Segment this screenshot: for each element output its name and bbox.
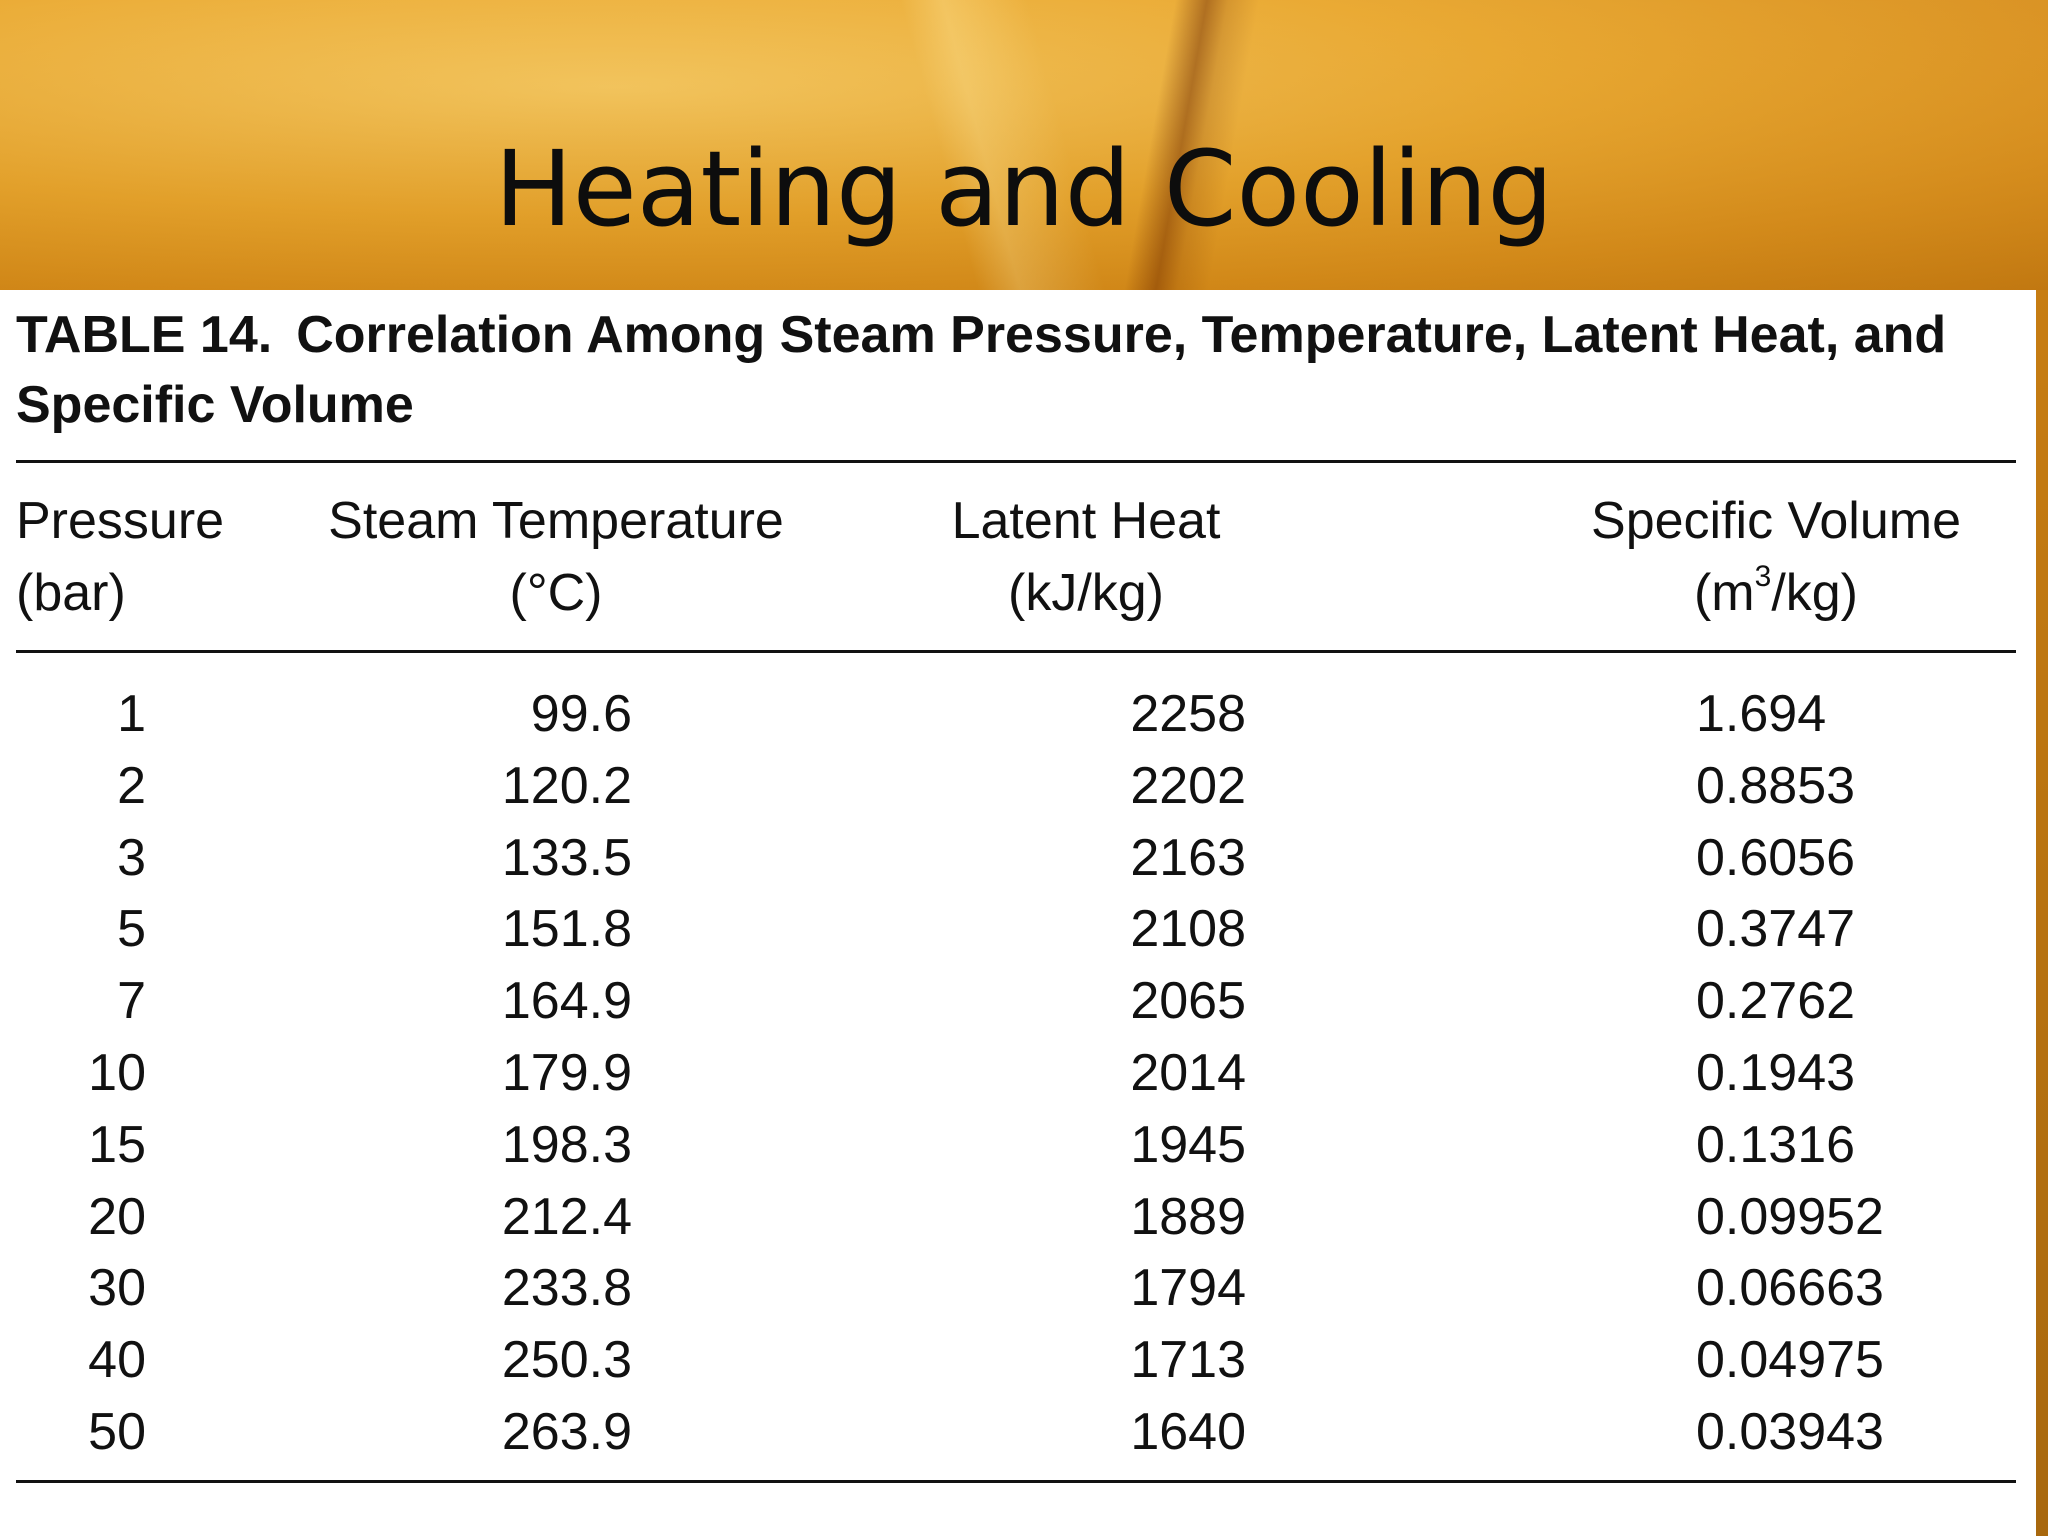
table-row: 15 198.3 1945 0.1316 (16, 1109, 2016, 1181)
header-specific-volume-unit: (m3/kg) (1476, 557, 2048, 629)
cell-pressure: 10 (88, 1043, 146, 1102)
table-row: 1 99.6 2258 1.694 (16, 678, 2016, 750)
cell-latent-heat: 2065 (1130, 972, 1246, 1031)
cell-latent-heat: 2258 (1130, 685, 1246, 743)
unit-superscript: 3 (1754, 559, 1772, 593)
header-rule (16, 650, 2016, 653)
header-specific-volume-name: Specific Volume (1591, 492, 1961, 550)
cell-temperature: 120.2 (501, 756, 632, 815)
table-row: 5 151.8 2108 0.3747 (16, 893, 2016, 965)
cell-pressure: 7 (117, 972, 146, 1031)
cell-specific-volume: 1.694 (1696, 685, 1827, 743)
slide-title: Heating and Cooling (494, 128, 1554, 250)
cell-temperature: 151.8 (501, 900, 632, 959)
header-pressure-unit: (bar) (16, 564, 126, 622)
header-temperature-name: Steam Temperature (328, 492, 784, 550)
cell-latent-heat: 2163 (1130, 828, 1246, 887)
header-latent-heat-unit: (kJ/kg) (1008, 564, 1164, 622)
header-specific-volume: Specific Volume (m3/kg) (1476, 485, 2048, 629)
cell-temperature: 164.9 (501, 972, 632, 1031)
cell-temperature: 133.5 (501, 828, 632, 887)
cell-specific-volume: 0.3747 (1696, 900, 1856, 959)
cell-specific-volume: 0.09952 (1696, 1187, 1884, 1246)
cell-temperature: 212.4 (501, 1187, 632, 1246)
cell-specific-volume: 0.8853 (1696, 756, 1856, 815)
cell-specific-volume: 0.2762 (1696, 972, 1856, 1031)
table-row: 2 120.2 2202 0.8853 (16, 750, 2016, 822)
cell-pressure: 30 (88, 1259, 146, 1318)
cell-latent-heat: 1713 (1130, 1331, 1246, 1390)
table-body: 1 99.6 2258 1.694 2 120.2 2202 0.8853 3 … (16, 678, 2016, 1468)
table-row: 50 263.9 1640 0.03943 (16, 1396, 2016, 1468)
header-latent-heat: Latent Heat (kJ/kg) (876, 485, 1296, 629)
cell-pressure: 20 (88, 1187, 146, 1246)
cell-latent-heat: 1889 (1130, 1187, 1246, 1246)
unit-pre: (m (1693, 564, 1755, 622)
cell-temperature: 198.3 (501, 1115, 632, 1174)
cell-pressure: 50 (88, 1402, 146, 1461)
table-row: 3 133.5 2163 0.6056 (16, 822, 2016, 894)
cell-specific-volume: 0.1316 (1696, 1115, 1856, 1174)
cell-pressure: 5 (117, 900, 146, 959)
table-row: 7 164.9 2065 0.2762 (16, 965, 2016, 1037)
table-caption: TABLE 14. Correlation Among Steam Pressur… (16, 300, 2016, 440)
cell-latent-heat: 1640 (1130, 1402, 1246, 1461)
cell-pressure: 1 (117, 685, 146, 743)
cell-pressure: 3 (117, 828, 146, 887)
cell-specific-volume: 0.6056 (1696, 828, 1856, 887)
cell-pressure: 40 (88, 1331, 146, 1390)
cell-temperature: 263.9 (501, 1402, 632, 1461)
cell-specific-volume: 0.06663 (1696, 1259, 1884, 1318)
cell-specific-volume: 0.1943 (1696, 1043, 1856, 1102)
cell-temperature: 250.3 (501, 1331, 632, 1390)
unit-post: /kg) (1771, 564, 1858, 622)
header-temperature: Steam Temperature (°C) (296, 485, 816, 629)
cell-latent-heat: 2202 (1130, 756, 1246, 815)
table-row: 20 212.4 1889 0.09952 (16, 1181, 2016, 1253)
table-document: TABLE 14. Correlation Among Steam Pressur… (16, 300, 2016, 1483)
top-rule (16, 460, 2016, 463)
table-label: TABLE 14. (16, 306, 273, 364)
cell-temperature: 179.9 (501, 1043, 632, 1102)
bottom-rule (16, 1480, 2016, 1483)
header-temperature-unit: (°C) (509, 564, 603, 622)
cell-pressure: 2 (117, 756, 146, 815)
cell-latent-heat: 2108 (1130, 900, 1246, 959)
cell-latent-heat: 1794 (1130, 1259, 1246, 1318)
cell-temperature: 233.8 (501, 1259, 632, 1318)
cell-specific-volume: 0.03943 (1696, 1402, 1884, 1461)
cell-latent-heat: 1945 (1130, 1115, 1246, 1174)
table-row: 40 250.3 1713 0.04975 (16, 1324, 2016, 1396)
table-row: 10 179.9 2014 0.1943 (16, 1037, 2016, 1109)
title-banner (0, 0, 2048, 290)
cell-latent-heat: 2014 (1130, 1043, 1246, 1102)
header-pressure-name: Pressure (16, 492, 225, 550)
cell-temperature: 99.6 (530, 685, 632, 743)
header-latent-heat-name: Latent Heat (951, 492, 1221, 550)
cell-pressure: 15 (88, 1115, 146, 1174)
table-caption-text: Correlation Among Steam Pressure, Temper… (16, 306, 1947, 434)
table-row: 30 233.8 1794 0.06663 (16, 1252, 2016, 1324)
right-edge-strip (2036, 290, 2048, 1536)
cell-specific-volume: 0.04975 (1696, 1331, 1884, 1390)
header-pressure: Pressure (bar) (16, 485, 224, 629)
